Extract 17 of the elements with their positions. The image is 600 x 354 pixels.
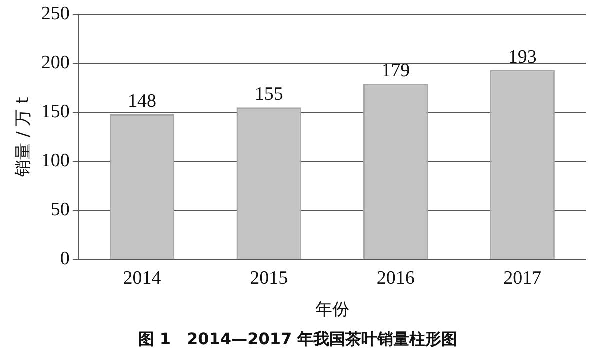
x-tick-label: 2017 xyxy=(504,268,542,289)
x-axis-title: 年份 xyxy=(315,300,350,320)
data-label: 148 xyxy=(128,90,157,112)
y-tick-label: 0 xyxy=(60,248,70,270)
y-tick-label: 150 xyxy=(41,101,70,122)
y-tick-label: 50 xyxy=(50,200,70,221)
y-axis-title: 销量 / 万 t xyxy=(14,96,34,178)
data-label: 155 xyxy=(254,84,284,106)
x-tick-label: 2015 xyxy=(250,268,288,289)
y-tick-label: 200 xyxy=(41,52,70,74)
data-label: 179 xyxy=(382,60,410,82)
x-tick-label: 2016 xyxy=(376,268,415,289)
data-label: 193 xyxy=(508,46,537,68)
y-tick-label: 250 xyxy=(41,3,70,24)
y-tick-label: 100 xyxy=(41,150,70,172)
text: 图 1 2014—2017 年我国茶叶销量柱形图 xyxy=(138,330,458,349)
x-tick-label: 2014 xyxy=(123,268,162,289)
